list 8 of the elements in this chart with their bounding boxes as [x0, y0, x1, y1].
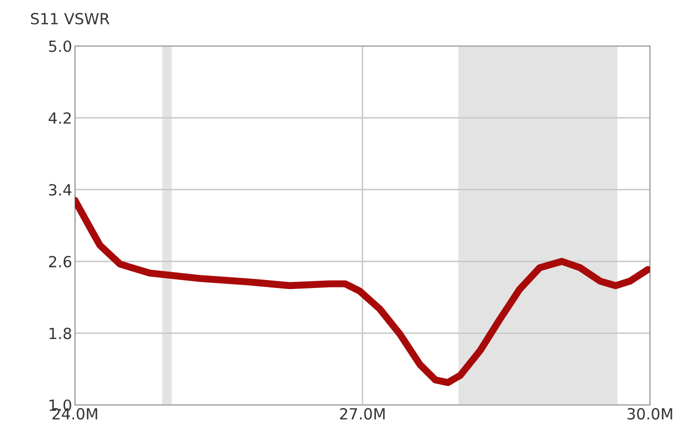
y-tick-label: 3.4 [49, 184, 72, 196]
y-tick-label: 2.6 [49, 256, 72, 268]
chart-title: S11 VSWR [31, 12, 110, 24]
x-tick-label: 30.0M [628, 408, 672, 420]
y-tick-label: 5.0 [49, 40, 72, 52]
y-tick-label: 1.8 [50, 328, 72, 340]
x-tick-label: 27.0M [340, 408, 385, 420]
y-tick-label: 4.2 [48, 112, 71, 124]
